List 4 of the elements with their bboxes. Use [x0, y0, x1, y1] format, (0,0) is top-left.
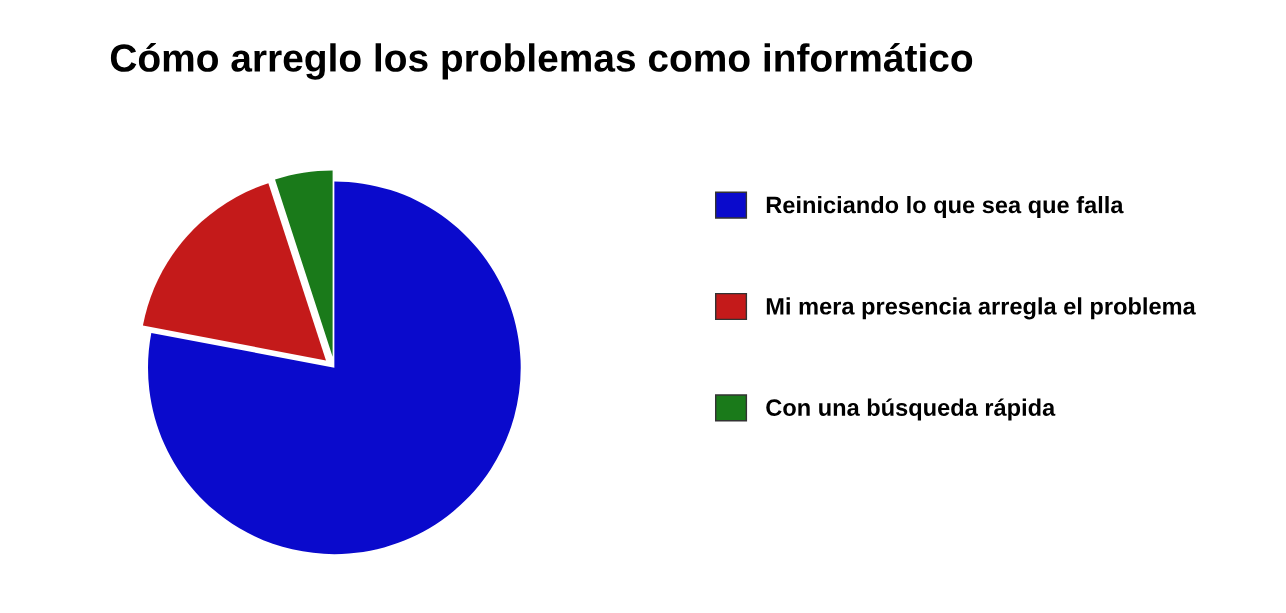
legend-label: Con una búsqueda rápida — [766, 398, 1056, 421]
chart-title: Cómo arreglo los problemas como informático — [110, 42, 973, 80]
legend-label: Mi mera presencia arregla el problema — [766, 297, 1196, 320]
legend-label: Reiniciando lo que sea que falla — [766, 195, 1124, 218]
